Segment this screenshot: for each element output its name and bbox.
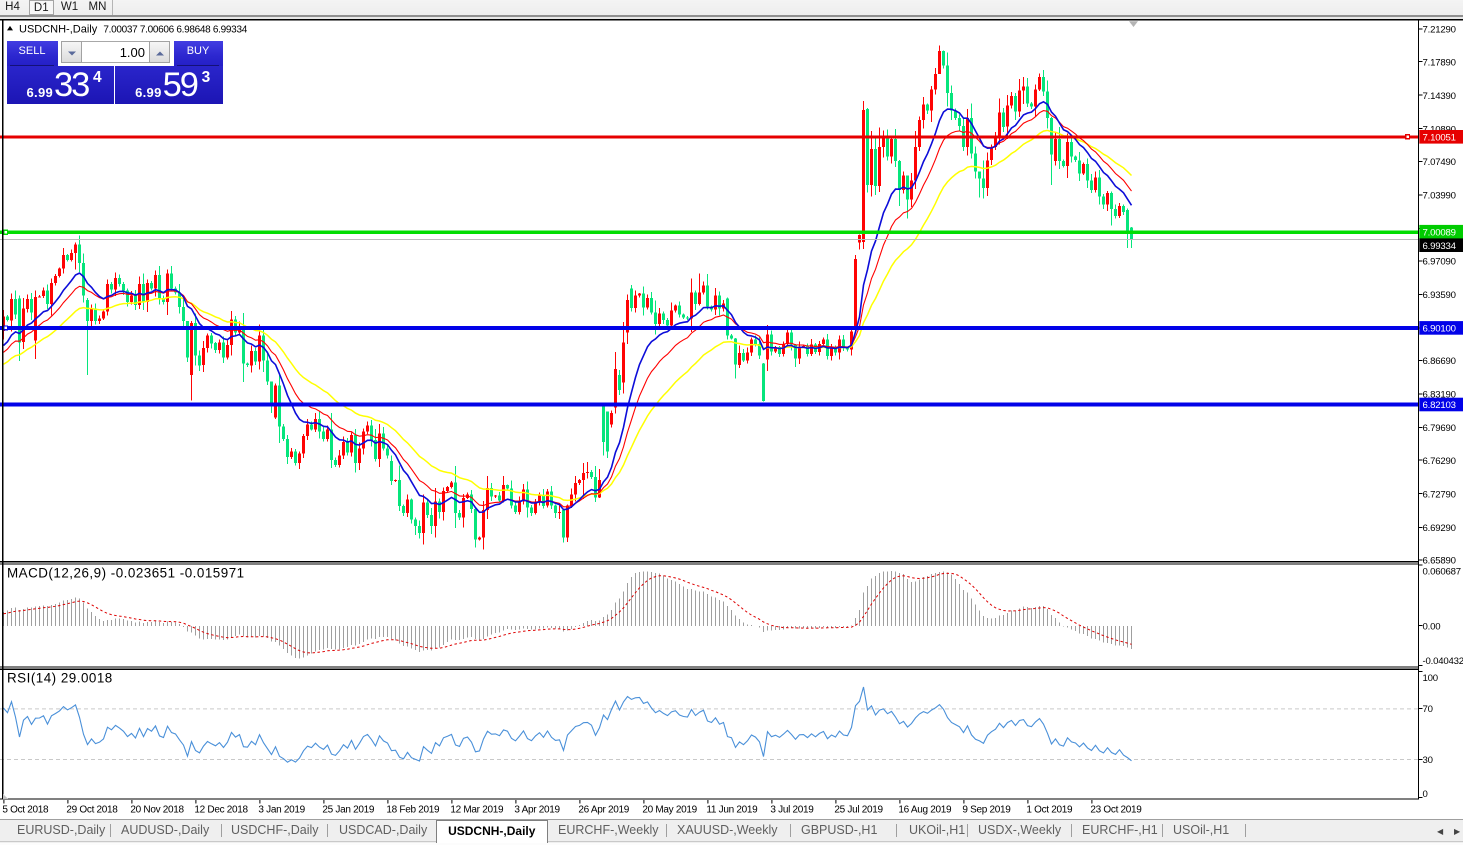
svg-text:5 Oct 2018: 5 Oct 2018 [2,805,49,816]
svg-text:11 Jun 2019: 11 Jun 2019 [706,805,758,816]
svg-text:6.99334: 6.99334 [1423,241,1457,252]
svg-text:7.21290: 7.21290 [1423,25,1456,36]
svg-text:12 Mar 2019: 12 Mar 2019 [450,805,504,816]
svg-text:6.93590: 6.93590 [1423,290,1456,301]
svg-text:6.76290: 6.76290 [1423,456,1456,467]
svg-text:3 Jan 2019: 3 Jan 2019 [258,805,305,816]
svg-text:29 Oct 2018: 29 Oct 2018 [66,805,118,816]
svg-text:6.79690: 6.79690 [1423,423,1456,434]
svg-text:0.00: 0.00 [1423,621,1441,632]
svg-text:7.10890: 7.10890 [1423,124,1456,135]
svg-text:16 Aug 2019: 16 Aug 2019 [898,805,952,816]
svg-text:-0.040432: -0.040432 [1423,656,1463,667]
svg-text:7.03990: 7.03990 [1423,190,1456,201]
svg-text:3 Jul 2019: 3 Jul 2019 [770,805,814,816]
svg-text:70: 70 [1423,704,1433,715]
svg-text:RSI(14) 29.0018: RSI(14) 29.0018 [7,671,113,686]
svg-text:18 Feb 2019: 18 Feb 2019 [386,805,440,816]
svg-text:25 Jan 2019: 25 Jan 2019 [322,805,374,816]
svg-text:25 Jul 2019: 25 Jul 2019 [834,805,883,816]
svg-text:7.07490: 7.07490 [1423,157,1456,168]
svg-text:20 Nov 2018: 20 Nov 2018 [130,805,184,816]
svg-text:6.83190: 6.83190 [1423,390,1456,401]
svg-text:20 May 2019: 20 May 2019 [642,805,697,816]
svg-text:0: 0 [1423,789,1428,800]
svg-text:12 Dec 2018: 12 Dec 2018 [194,805,248,816]
svg-text:6.86690: 6.86690 [1423,356,1456,367]
svg-text:1 Oct 2019: 1 Oct 2019 [1026,805,1073,816]
svg-text:MACD(12,26,9) -0.023651 -0.015: MACD(12,26,9) -0.023651 -0.015971 [7,566,245,581]
svg-text:6.72790: 6.72790 [1423,489,1456,500]
svg-text:7.00089: 7.00089 [1423,227,1456,238]
svg-text:26 Apr 2019: 26 Apr 2019 [578,805,629,816]
svg-text:6.69290: 6.69290 [1423,523,1456,534]
svg-text:7.17890: 7.17890 [1423,57,1456,68]
svg-text:0.060687: 0.060687 [1423,567,1461,578]
svg-text:30: 30 [1423,755,1433,766]
svg-text:9 Sep 2019: 9 Sep 2019 [962,805,1011,816]
svg-text:6.82103: 6.82103 [1423,400,1456,411]
svg-text:6.65890: 6.65890 [1423,555,1456,566]
svg-text:6.90100: 6.90100 [1423,324,1456,335]
svg-text:7.10051: 7.10051 [1423,132,1456,143]
svg-text:23 Oct 2019: 23 Oct 2019 [1090,805,1142,816]
svg-text:6.97090: 6.97090 [1423,257,1456,268]
svg-text:USDCNH-,Daily 7.00037 7.00606: USDCNH-,Daily 7.00037 7.00606 6.98648 6.… [19,24,248,36]
svg-text:3 Apr 2019: 3 Apr 2019 [514,805,560,816]
svg-text:100: 100 [1423,673,1438,684]
svg-text:7.14390: 7.14390 [1423,91,1456,102]
